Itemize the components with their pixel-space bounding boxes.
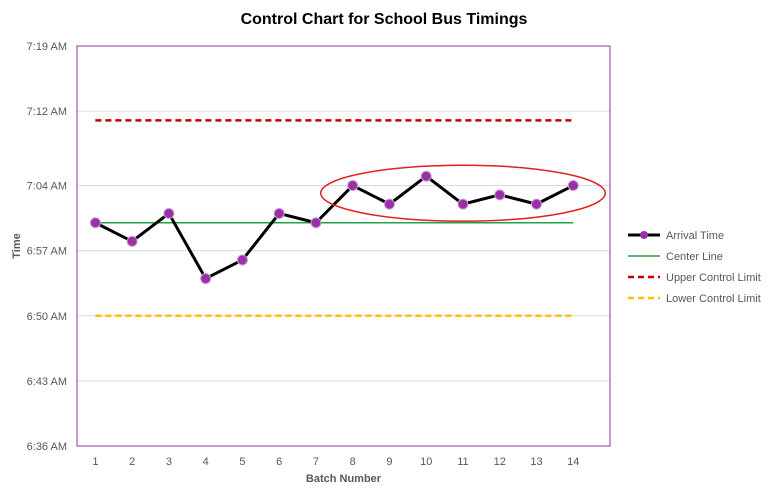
x-tick-label: 12 xyxy=(494,456,506,468)
arrival-time-point xyxy=(310,217,322,229)
x-tick-label: 11 xyxy=(457,456,468,468)
y-axis-title: Time xyxy=(11,233,23,258)
arrival-time-point xyxy=(420,170,432,182)
gridlines xyxy=(77,45,610,447)
y-tick-label: 6:50 AM xyxy=(27,311,67,323)
arrival-time-point xyxy=(163,207,175,219)
x-tick-label: 13 xyxy=(530,456,542,468)
arrival-time-point xyxy=(200,273,212,285)
arrival-time-point xyxy=(273,207,285,219)
arrival-time-point xyxy=(126,235,138,247)
x-tick-label: 2 xyxy=(129,456,135,468)
y-tick-label: 6:43 AM xyxy=(27,376,67,388)
arrival-time-point xyxy=(236,254,248,266)
arrival-time-point xyxy=(567,180,579,192)
x-tick-label: 7 xyxy=(313,456,319,468)
arrival-time-point xyxy=(457,198,469,210)
legend-label: Arrival Time xyxy=(666,230,724,242)
y-tick-label: 6:57 AM xyxy=(27,246,67,258)
arrival-time-line xyxy=(94,174,574,281)
x-tick-label: 1 xyxy=(92,456,98,468)
highlight-ellipse xyxy=(319,164,606,222)
x-tick-label: 5 xyxy=(239,456,245,468)
legend-label: Upper Control Limit xyxy=(666,272,761,284)
legend-item-arrival-time: Arrival Time xyxy=(628,230,724,242)
arrival-time-point xyxy=(530,198,542,210)
x-tick-label: 8 xyxy=(350,456,356,468)
arrival-time-series xyxy=(89,170,579,285)
legend-label: Center Line xyxy=(666,251,723,263)
annotations xyxy=(319,164,606,222)
legend: Arrival Time Center Line Upper Control Lim… xyxy=(628,230,761,305)
x-tick-label: 10 xyxy=(420,456,432,468)
legend-item-center-line: Center Line xyxy=(628,251,723,263)
legend-item-upper-control-limit: Upper Control Limit xyxy=(628,272,761,284)
x-tick-label: 14 xyxy=(567,456,579,468)
y-tick-label: 6:36 AM xyxy=(27,441,67,453)
chart-title: Control Chart for School Bus Timings xyxy=(241,11,528,28)
y-axis-ticks: 6:36 AM 6:43 AM 6:50 AM 6:57 AM 7:04 AM 7:12 … xyxy=(27,41,67,453)
x-tick-label: 3 xyxy=(166,456,172,468)
arrival-time-point xyxy=(383,198,395,210)
y-tick-label: 7:19 AM xyxy=(27,41,67,53)
arrival-time-point xyxy=(494,189,506,201)
x-axis-title: Batch Number xyxy=(306,473,382,485)
y-tick-label: 7:12 AM xyxy=(27,106,67,118)
arrival-time-point xyxy=(89,217,101,229)
legend-marker xyxy=(640,231,648,239)
y-tick-label: 7:04 AM xyxy=(27,181,67,193)
x-tick-label: 9 xyxy=(386,456,392,468)
x-axis-ticks: 1 2 3 4 5 6 7 8 9 10 11 12 13 14 xyxy=(92,456,579,468)
x-tick-label: 4 xyxy=(203,456,209,468)
plot-area-border xyxy=(76,45,611,447)
legend-item-lower-control-limit: Lower Control Limit xyxy=(628,293,761,305)
legend-label: Lower Control Limit xyxy=(666,293,761,305)
x-tick-label: 6 xyxy=(276,456,282,468)
arrival-time-point xyxy=(347,180,359,192)
